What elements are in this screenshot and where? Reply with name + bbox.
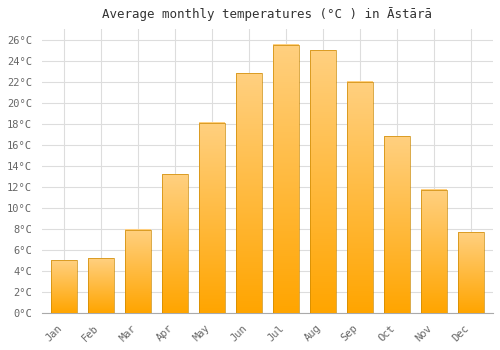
Title: Average monthly temperatures (°C ) in Āstārā: Average monthly temperatures (°C ) in Ās… — [102, 7, 432, 21]
Bar — [273, 45, 299, 313]
Bar — [458, 232, 484, 313]
Bar — [236, 73, 262, 313]
Bar — [347, 82, 373, 313]
Bar — [421, 190, 447, 313]
Bar — [199, 122, 225, 313]
Bar — [384, 136, 410, 313]
Bar — [310, 50, 336, 313]
Bar — [125, 230, 151, 313]
Bar — [51, 260, 77, 313]
Bar — [162, 174, 188, 313]
Bar — [88, 258, 114, 313]
